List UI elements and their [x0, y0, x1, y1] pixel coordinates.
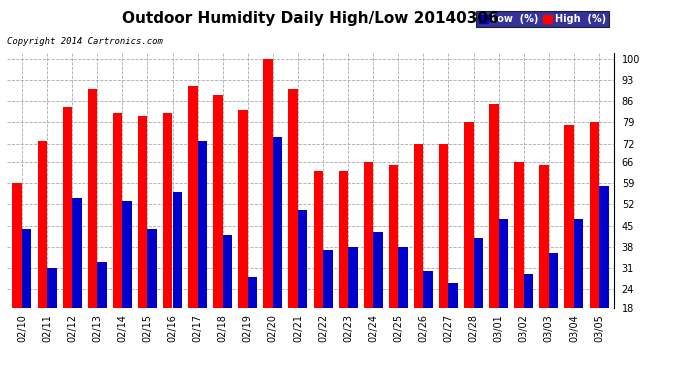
Bar [122, 201, 132, 308]
Bar [589, 122, 599, 308]
Bar [564, 125, 574, 308]
Bar [323, 250, 333, 308]
Bar [172, 192, 182, 308]
Bar [373, 232, 383, 308]
Bar [414, 144, 424, 308]
Bar [197, 141, 207, 308]
Bar [388, 165, 398, 308]
Bar [63, 107, 72, 308]
Bar [264, 58, 273, 308]
Bar [188, 86, 197, 308]
Bar [514, 162, 524, 308]
Text: Outdoor Humidity Daily High/Low 20140306: Outdoor Humidity Daily High/Low 20140306 [122, 11, 499, 26]
Bar [473, 238, 483, 308]
Bar [273, 138, 282, 308]
Bar [524, 274, 533, 308]
Bar [448, 283, 458, 308]
Bar [37, 141, 47, 308]
Bar [364, 162, 373, 308]
Bar [138, 116, 148, 308]
Bar [148, 229, 157, 308]
Bar [348, 247, 357, 308]
Bar [599, 186, 609, 308]
Bar [489, 104, 499, 308]
Bar [464, 122, 473, 308]
Bar [213, 95, 223, 308]
Bar [499, 219, 509, 308]
Bar [238, 110, 248, 308]
Bar [298, 210, 308, 308]
Bar [88, 89, 97, 308]
Bar [22, 229, 32, 308]
Bar [12, 183, 22, 308]
Bar [439, 144, 449, 308]
Legend: Low  (%), High  (%): Low (%), High (%) [475, 12, 609, 27]
Bar [72, 198, 81, 308]
Bar [574, 219, 584, 308]
Bar [47, 268, 57, 308]
Bar [339, 171, 348, 308]
Bar [163, 113, 172, 308]
Bar [97, 262, 107, 308]
Bar [540, 165, 549, 308]
Bar [424, 271, 433, 308]
Bar [112, 113, 122, 308]
Bar [398, 247, 408, 308]
Bar [248, 277, 257, 308]
Bar [313, 171, 323, 308]
Bar [288, 89, 298, 308]
Text: Copyright 2014 Cartronics.com: Copyright 2014 Cartronics.com [7, 38, 163, 46]
Bar [549, 253, 558, 308]
Bar [223, 235, 233, 308]
